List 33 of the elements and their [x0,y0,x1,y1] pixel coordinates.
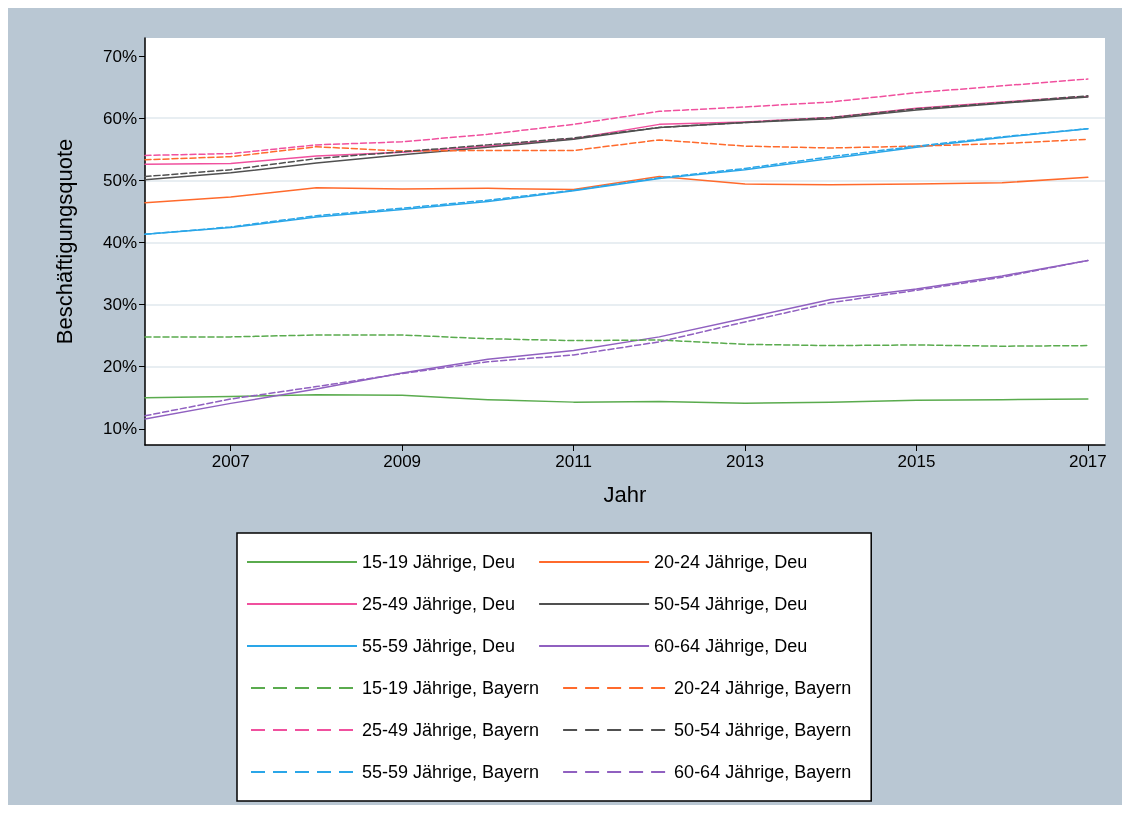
legend-label: 50-54 Jährige, Deu [654,594,808,614]
legend-label: 60-64 Jährige, Bayern [674,762,852,782]
line-series [144,95,1089,165]
x-axis-title: Jahr [603,481,647,507]
legend-label: 55-59 Jährige, Bayern [362,762,540,782]
legend-label: 20-24 Jährige, Deu [654,552,808,572]
y-tick-label: 10% [102,419,137,439]
y-axis-title: Beschäftigungsquote [51,138,77,345]
legend-label: 20-24 Jährige, Bayern [674,678,852,698]
legend-label: 50-54 Jährige, Bayern [674,720,852,740]
legend-label: 25-49 Jährige, Deu [362,594,516,614]
y-tick-label: 70% [102,46,137,66]
x-tick-label: 2013 [726,452,764,471]
legend-label: 15-19 Jährige, Deu [362,552,516,572]
line-series [144,393,1089,405]
x-tick-label: 2011 [555,452,592,471]
line-series [144,334,1089,347]
x-tick-label: 2017 [1068,452,1107,471]
y-tick-label: 30% [102,295,137,315]
line-series [144,175,1089,204]
line-series [144,138,1089,161]
y-tick-label: 50% [102,170,137,190]
y-tick-label: 60% [102,108,137,128]
x-tick-label: 2007 [211,452,250,471]
legend-label: 60-64 Jährige, Deu [654,636,808,656]
line-series [144,78,1089,157]
x-tick-label: 2015 [897,452,936,471]
y-tick-label: 20% [102,357,137,377]
legend-label: 25-49 Jährige, Bayern [362,720,540,740]
x-tick-label: 2009 [383,452,422,471]
y-tick-label: 40% [102,232,137,252]
legend-label: 55-59 Jährige, Deu [362,636,516,656]
legend-label: 15-19 Jährige, Bayern [362,678,540,698]
